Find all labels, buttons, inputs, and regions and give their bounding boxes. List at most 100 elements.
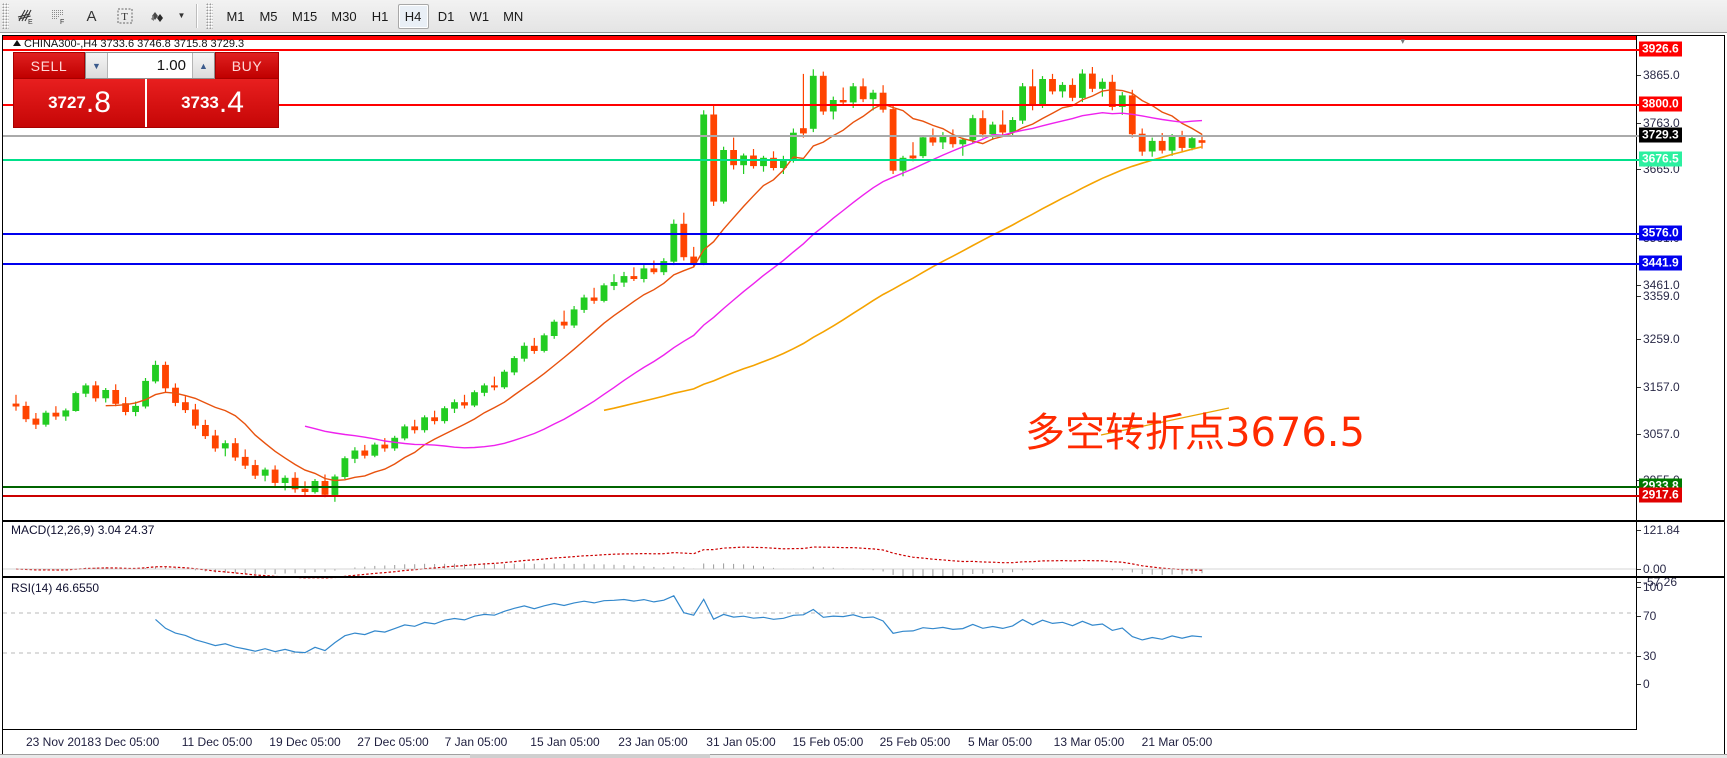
level-line-support-3576[interactable] <box>3 233 1642 235</box>
price-tick: 3057.0 <box>1637 427 1724 441</box>
timeframe-mn[interactable]: MN <box>503 8 524 24</box>
chevron-down-icon: ▼ <box>177 11 186 20</box>
price-axis[interactable]: 3865.03763.03665.03561.03461.03359.03259… <box>1636 36 1724 757</box>
timeframe-m15[interactable]: M15 <box>292 8 318 24</box>
volume-increment-button[interactable]: ▲ <box>192 53 214 78</box>
toolbar-separator <box>196 4 198 28</box>
indicators-glyph: E <box>17 9 33 26</box>
trade-panel-top-row: SELL ▼ 1.00 ▲ BUY <box>13 52 279 79</box>
level-line-resistance-3926[interactable] <box>3 49 1642 51</box>
rsi-tick: 100 <box>1637 580 1724 594</box>
volume-input[interactable]: 1.00 <box>156 57 186 74</box>
buy-button[interactable]: BUY <box>215 52 279 79</box>
timeframe-m5[interactable]: M5 <box>259 8 278 24</box>
timeframe-w1[interactable]: W1 <box>469 8 490 24</box>
shapes-icon[interactable] <box>141 1 174 32</box>
sell-price[interactable]: 3727 .8 <box>14 79 145 127</box>
date-tick: 7 Jan 05:00 <box>444 735 508 749</box>
date-tick: 23 Jan 05:00 <box>618 735 688 749</box>
macd-tick: -57.26 <box>1637 575 1724 589</box>
chevron-up-icon: ▲ <box>199 60 208 71</box>
toolbar-grip[interactable] <box>2 3 9 29</box>
date-tick: 31 Jan 05:00 <box>706 735 776 749</box>
rsi-label: RSI(14) 46.6550 <box>11 581 100 595</box>
date-tick: 3 Dec 05:00 <box>94 735 160 749</box>
timeframe-d1[interactable]: D1 <box>437 8 455 24</box>
date-tick: 23 Nov 2018 <box>25 735 95 749</box>
macd-pane[interactable] <box>3 522 1637 584</box>
price-tick: 3763.0 <box>1637 116 1724 130</box>
macd-tick: 0.00 <box>1637 562 1724 576</box>
sell-price-integer: 3727 <box>48 93 86 112</box>
date-tick: 15 Feb 05:00 <box>792 735 864 749</box>
level-line-current-price-3729[interactable] <box>3 135 1642 137</box>
price-tag-resistance-3800: 3800.0 <box>1639 96 1682 112</box>
price-tag-bid-line-2917: 2917.6 <box>1639 487 1682 503</box>
date-tick: 21 Mar 05:00 <box>1141 735 1213 749</box>
price-tick: 3157.0 <box>1637 380 1724 394</box>
sell-button[interactable]: SELL <box>13 52 85 79</box>
svg-text:E: E <box>28 19 33 26</box>
timeframe-h1[interactable]: H1 <box>371 8 389 24</box>
label-box-glyph: T <box>117 8 132 24</box>
volume-decrement-button[interactable]: ▼ <box>86 53 108 78</box>
rsi-tick: 0 <box>1637 677 1724 691</box>
price-tag-pivot-3676: 3676.5 <box>1639 151 1682 167</box>
text-tool-icon[interactable]: A <box>75 1 108 32</box>
text-label-icon[interactable]: T <box>108 1 141 32</box>
level-line-ask-line-2933[interactable] <box>3 486 1642 488</box>
rsi-chart-svg <box>3 595 1637 654</box>
price-tag-resistance-3926: 3926.6 <box>1639 41 1682 57</box>
price-tick: 3259.0 <box>1637 332 1724 346</box>
crosshair-grid-icon[interactable]: F <box>42 1 75 32</box>
rsi-pane[interactable] <box>3 579 1637 687</box>
price-tag-support-3441: 3441.9 <box>1639 255 1682 271</box>
level-line-support-3441[interactable] <box>3 262 1645 268</box>
trade-panel-prices-row: 3727 .8 3733 .4 <box>13 79 279 128</box>
chart-window[interactable]: ▾ CHINA300-,H4 3733.6 3746.8 3715.8 3729… <box>2 35 1725 757</box>
pane-separator-rsi[interactable] <box>3 576 1724 578</box>
timeframes-grip[interactable] <box>206 3 213 29</box>
volume-stepper[interactable]: ▼ 1.00 ▲ <box>85 52 215 79</box>
chart-title: CHINA300-,H4 3733.6 3746.8 3715.8 3729.3 <box>13 38 244 50</box>
macd-tick: 121.84 <box>1637 523 1724 537</box>
timeframe-m1[interactable]: M1 <box>226 8 245 24</box>
level-line-bid-line-2917[interactable] <box>3 495 1642 497</box>
date-tick: 27 Dec 05:00 <box>357 735 429 749</box>
macd-chart-svg <box>3 546 1637 579</box>
svg-text:T: T <box>121 11 128 23</box>
price-tag-current-price-3729: 3729.3 <box>1639 127 1682 143</box>
pane-separator-macd[interactable] <box>3 520 1724 522</box>
chart-expand-icon[interactable] <box>13 40 21 46</box>
sell-price-fraction: .8 <box>85 86 111 119</box>
chart-top-border <box>3 36 1724 40</box>
buy-price[interactable]: 3733 .4 <box>145 79 278 127</box>
date-tick: 13 Mar 05:00 <box>1053 735 1125 749</box>
svg-text:F: F <box>60 19 64 26</box>
date-tick: 11 Dec 05:00 <box>181 735 253 749</box>
timeframe-h4[interactable]: H4 <box>397 3 429 29</box>
buy-price-fraction: .4 <box>218 86 244 119</box>
chevron-down-icon: ▼ <box>92 60 101 71</box>
rsi-tick: 70 <box>1637 609 1724 623</box>
status-bar <box>0 754 1727 758</box>
shapes-glyph <box>150 12 163 22</box>
one-click-trading-panel[interactable]: SELL ▼ 1.00 ▲ BUY 3727 .8 <box>13 52 279 128</box>
chart-annotation: 多空转折点3676.5 <box>1025 410 1365 456</box>
macd-label: MACD(12,26,9) 3.04 24.37 <box>11 523 155 537</box>
terminal-tab-strip[interactable] <box>470 754 710 758</box>
date-axis[interactable]: 23 Nov 2018 3 Dec 05:00 11 Dec 05:00 19 Dec… <box>3 729 1637 755</box>
date-tick: 5 Mar 05:00 <box>967 735 1033 749</box>
rsi-tick: 30 <box>1637 649 1724 663</box>
date-tick: 15 Jan 05:00 <box>530 735 600 749</box>
price-tick: 3461.0 <box>1637 278 1724 292</box>
chart-title-text: CHINA300-,H4 3733.6 3746.8 3715.8 3729.3 <box>24 38 245 50</box>
price-tick: 3359.0 <box>1637 289 1724 303</box>
indicators-icon[interactable]: E <box>9 1 42 32</box>
buy-price-integer: 3733 <box>181 93 219 112</box>
window-restore-handle[interactable]: ▾ <box>1400 36 1404 46</box>
level-line-pivot-3676[interactable] <box>3 158 1645 164</box>
shapes-dropdown-caret[interactable]: ▼ <box>174 1 188 32</box>
timeframe-m30[interactable]: M30 <box>331 8 357 24</box>
